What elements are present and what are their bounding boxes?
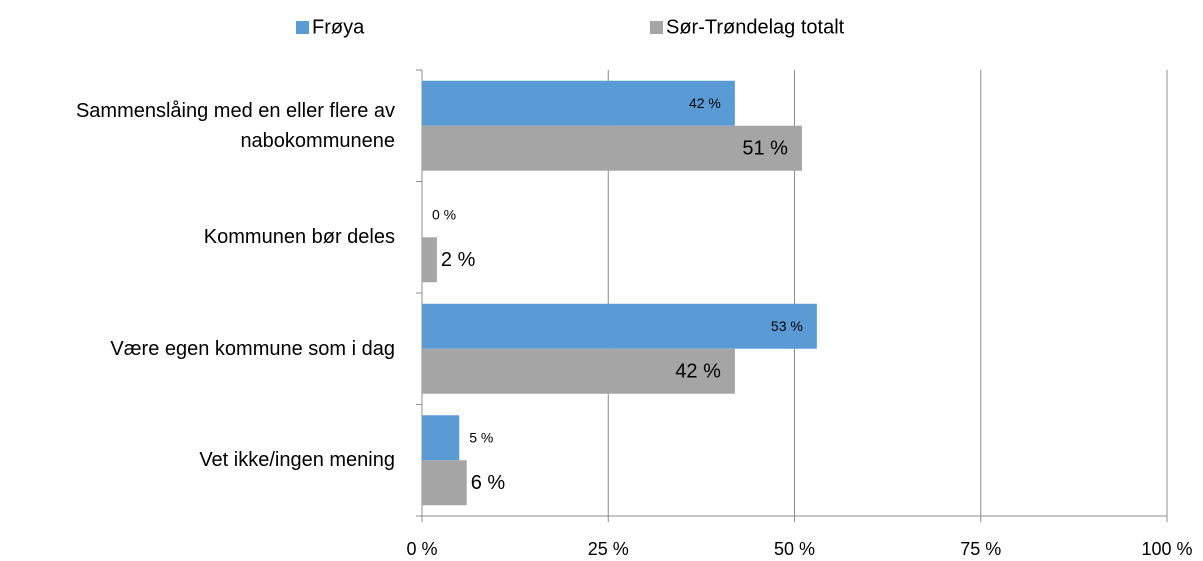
- data-label: 0 %: [432, 206, 456, 222]
- x-tick-label: 0 %: [406, 539, 437, 559]
- bar: [422, 237, 437, 283]
- bar: [422, 80, 735, 126]
- data-label: 2 %: [441, 249, 476, 271]
- x-tick-label: 25 %: [588, 539, 629, 559]
- x-tick-label: 100 %: [1141, 539, 1192, 559]
- data-label: 42 %: [675, 361, 721, 383]
- x-tick-label: 50 %: [774, 539, 815, 559]
- legend-label: Frøya: [312, 16, 365, 38]
- bar: [422, 303, 817, 349]
- category-label: Sammenslåing med en eller flere av nabok…: [75, 99, 395, 152]
- legend-swatch: [650, 21, 663, 34]
- category-label: Kommunen bør deles: [203, 226, 395, 249]
- bar: [422, 348, 735, 394]
- category-label: Være egen kommune som i dag: [110, 337, 395, 360]
- data-label: 42 %: [689, 95, 721, 111]
- data-label: 5 %: [469, 429, 493, 445]
- bar: [422, 125, 802, 171]
- x-tick-label: 75 %: [960, 539, 1001, 559]
- legend-swatch: [296, 21, 309, 34]
- category-label: Vet ikke/ingen mening: [199, 449, 395, 472]
- data-label: 6 %: [471, 472, 506, 494]
- legend-label: Sør-Trøndelag totalt: [666, 16, 845, 38]
- bar: [422, 415, 460, 461]
- data-label: 51 %: [742, 138, 788, 160]
- data-label: 53 %: [771, 318, 803, 334]
- bar: [422, 460, 467, 506]
